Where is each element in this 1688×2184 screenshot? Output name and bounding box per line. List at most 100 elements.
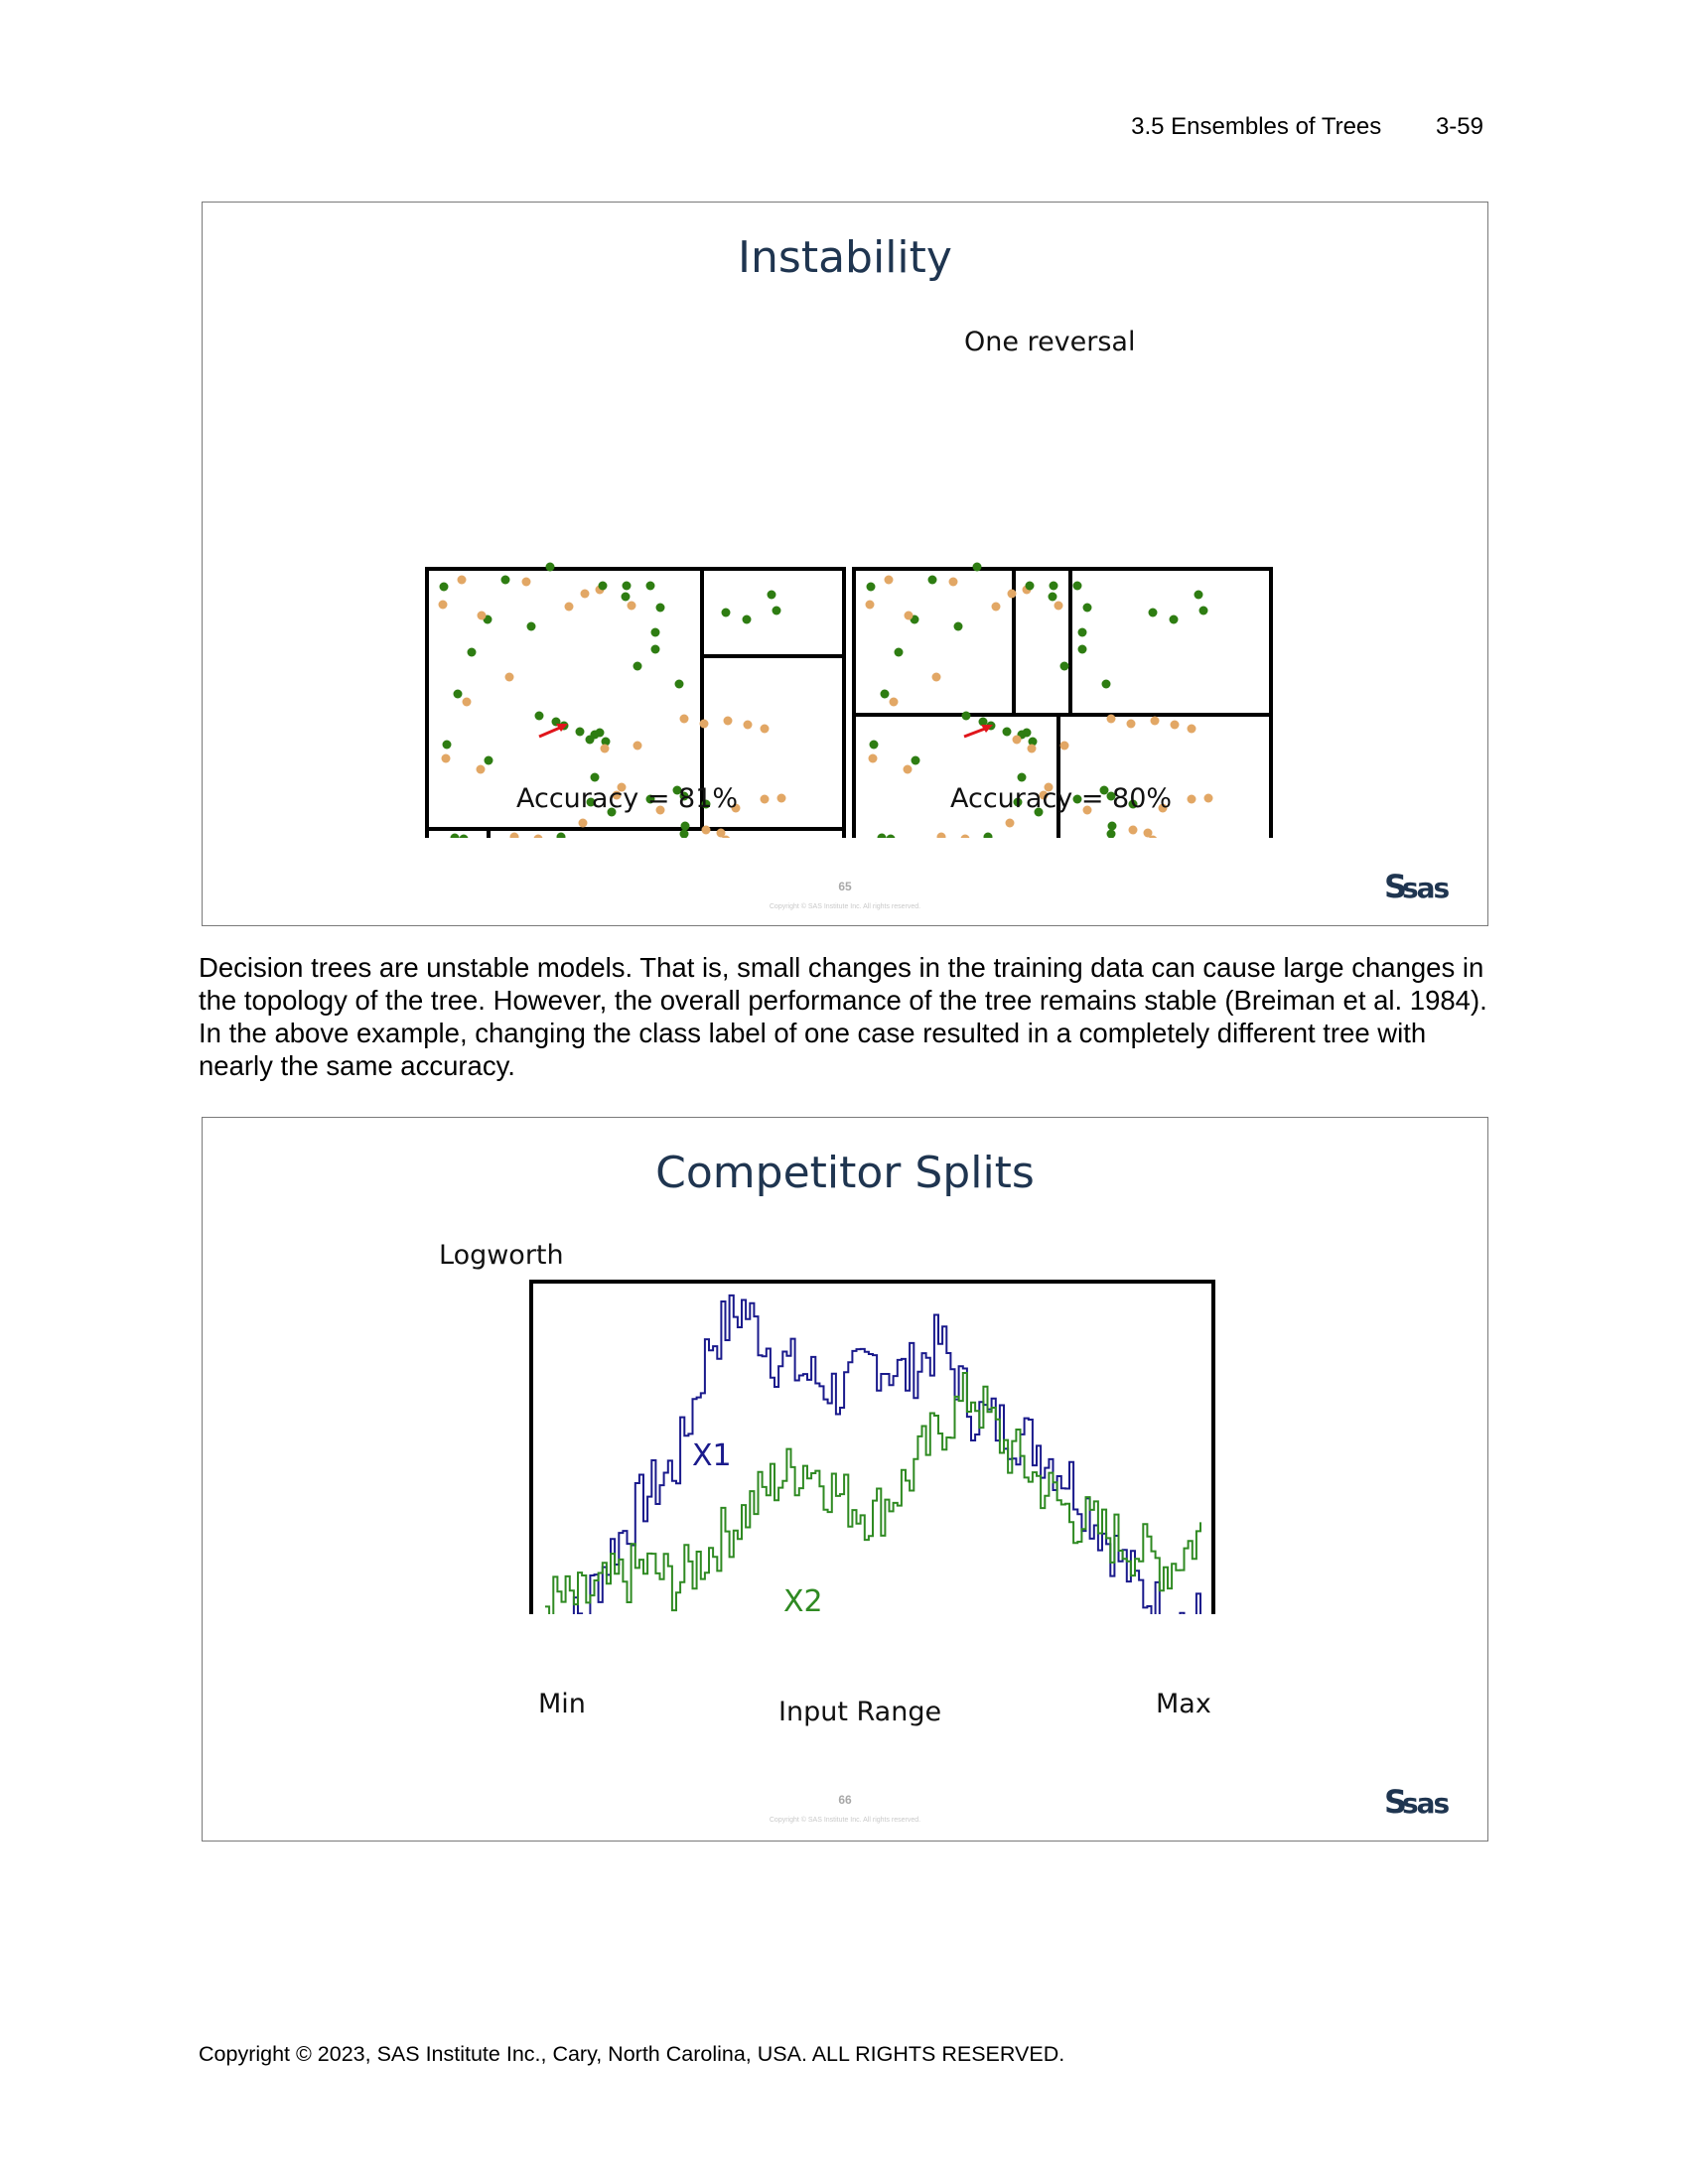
tan-point (1005, 818, 1015, 828)
green-point (886, 834, 896, 838)
slide-title: Competitor Splits (655, 1148, 1035, 1198)
tan-point (580, 589, 590, 599)
tan-point (904, 611, 914, 620)
right-accuracy: Accuracy = 80% (950, 783, 1173, 814)
green-point (650, 627, 660, 637)
tan-point (441, 753, 451, 763)
logworth-chart: X1 X2 (529, 1280, 1215, 1614)
footer-copyright: Copyright © 2023, SAS Institute Inc., Ca… (199, 2042, 1065, 2066)
green-point (772, 606, 781, 615)
slide-copyright: Copyright © SAS Institute Inc. All right… (769, 903, 921, 910)
tan-point (477, 611, 487, 620)
tan-point (723, 716, 733, 726)
tan-point (612, 790, 622, 800)
tan-point (679, 714, 689, 724)
tan-point (721, 835, 731, 838)
green-point (1101, 679, 1111, 689)
tan-point (699, 719, 709, 729)
tan-point (600, 744, 610, 753)
series-layer (545, 1294, 1201, 1614)
green-point (1072, 794, 1082, 804)
green-point (1017, 772, 1027, 782)
tan-point (936, 832, 946, 838)
tan-point (1148, 835, 1158, 838)
green-point (701, 799, 711, 809)
green-point (453, 689, 463, 699)
tan-point (931, 672, 941, 682)
tan-point (1150, 716, 1160, 726)
x-max-label: Max (1156, 1689, 1211, 1719)
tan-point (865, 600, 875, 610)
tan-point (1054, 601, 1063, 611)
tan-point (701, 825, 711, 835)
green-point (1077, 627, 1087, 637)
tan-point (504, 672, 514, 682)
tan-point (564, 602, 574, 612)
sas-logo: S sas (1382, 868, 1464, 907)
tan-point (1082, 805, 1092, 815)
tree-partition-diagrams (425, 562, 1273, 838)
green-point (866, 582, 876, 592)
green-point (484, 755, 493, 765)
green-point (674, 679, 684, 689)
green-point (894, 647, 904, 657)
green-point (1059, 661, 1069, 671)
green-point (721, 608, 731, 617)
green-point (1028, 737, 1038, 747)
tan-point (1170, 720, 1180, 730)
green-point (1106, 829, 1116, 838)
green-point (972, 562, 982, 572)
green-point (590, 772, 600, 782)
green-point (961, 711, 971, 721)
green-point (953, 621, 963, 631)
x-axis-label: Input Range (778, 1697, 942, 1727)
green-point (1148, 608, 1158, 617)
tan-point (1158, 803, 1168, 813)
left-partition (425, 567, 846, 838)
green-point (534, 711, 544, 721)
tan-point (1059, 741, 1069, 751)
green-point (545, 562, 555, 572)
tan-point (716, 828, 726, 838)
green-point (586, 797, 596, 807)
tan-point (1007, 589, 1017, 599)
slide-number: 66 (838, 1793, 852, 1807)
green-point (645, 581, 655, 591)
tan-point (617, 782, 627, 792)
tan-point (1044, 782, 1054, 792)
green-point (1048, 592, 1057, 602)
tan-point (1126, 719, 1136, 729)
green-point (1106, 791, 1116, 801)
green-point (500, 575, 510, 585)
page-number: 3-59 (1435, 113, 1483, 140)
right-caption: One reversal (964, 327, 1136, 357)
tan-point (578, 818, 588, 828)
tan-point (1039, 790, 1049, 800)
green-point (1072, 581, 1082, 591)
tan-point (760, 794, 770, 804)
green-point (1169, 614, 1179, 624)
green-point (877, 833, 887, 838)
tan-point (1203, 793, 1213, 803)
series-label-x2: X2 (783, 1584, 823, 1614)
green-point (439, 582, 449, 592)
green-point (645, 794, 655, 804)
green-point (556, 832, 566, 838)
tan-point (960, 834, 970, 838)
body-paragraph: Decision trees are unstable models. That… (199, 952, 1487, 1081)
sas-logo-text: sas (1402, 872, 1450, 904)
green-point (1194, 590, 1203, 600)
tan-point (776, 793, 786, 803)
green-point (880, 689, 890, 699)
green-point (1128, 799, 1138, 809)
green-point (526, 621, 536, 631)
tan-point (1106, 714, 1116, 724)
tan-point (1128, 825, 1138, 835)
green-point (1077, 644, 1087, 654)
slide-title: Instability (738, 232, 952, 283)
tan-point (903, 764, 913, 774)
green-point (767, 590, 776, 600)
green-point (442, 740, 452, 750)
instability-slide: Instability One reversa (202, 202, 1488, 926)
green-point (983, 832, 993, 838)
